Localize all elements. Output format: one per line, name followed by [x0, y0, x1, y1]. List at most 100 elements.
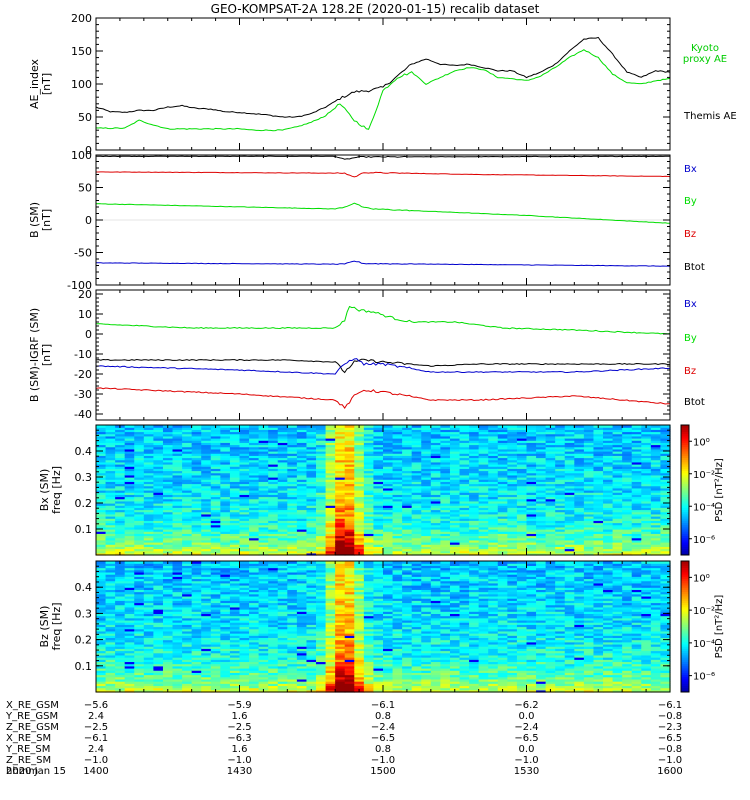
bz_psd-cell	[143, 602, 154, 606]
bx_psd-cell	[449, 520, 461, 524]
bz_psd-cell	[96, 593, 107, 597]
bx_psd-cell	[574, 526, 585, 530]
bz_psd-cell	[220, 661, 231, 665]
bx_psd-cell	[622, 520, 633, 524]
bx_psd-cell	[526, 542, 537, 545]
bx_psd-cell	[143, 533, 154, 537]
bx_psd-cell	[220, 548, 231, 552]
bx_psd-cell	[143, 448, 154, 452]
bx_psd-cell	[287, 516, 298, 519]
bx_psd-cell	[201, 526, 212, 530]
bx_psd-cell	[316, 438, 327, 441]
bx_psd-cell	[210, 438, 221, 441]
bx_psd-cell	[316, 544, 327, 547]
colorbar-tick-label: 10⁰	[693, 437, 710, 448]
bx_psd-cell	[574, 442, 585, 446]
bz_psd-cell	[124, 622, 135, 625]
bx_psd-cell	[115, 451, 126, 454]
bx_psd-cell	[258, 546, 269, 550]
bx_psd-cell	[660, 464, 671, 467]
bz_psd-cell	[124, 585, 135, 588]
bx_psd-cell	[660, 496, 671, 500]
bx_psd-cell	[430, 429, 441, 433]
bx_psd-cell	[545, 487, 556, 491]
bx_psd-cell	[516, 472, 528, 476]
bx_psd-cell	[612, 446, 623, 450]
bx_psd-cell	[497, 457, 508, 461]
bx_psd-cell	[296, 425, 308, 428]
bz_psd-cell	[162, 654, 174, 658]
bz_psd-cell	[124, 574, 135, 577]
bx_psd-cell	[603, 435, 614, 439]
bx_psd-cell	[516, 494, 528, 498]
bx_psd-cell	[459, 531, 470, 534]
bx_psd-cell	[631, 453, 642, 456]
bz_psd-cell	[182, 565, 193, 569]
bx_psd-cell	[411, 455, 422, 459]
bx_psd-cell	[488, 518, 499, 521]
bx_psd-cell	[115, 513, 126, 517]
bx_psd-cell	[287, 503, 298, 506]
colorbar-step	[681, 524, 689, 528]
bz_psd-cell	[143, 619, 154, 623]
bx_psd-cell	[641, 533, 652, 537]
bx_psd-cell	[622, 526, 633, 530]
bz_psd-cell	[182, 609, 193, 612]
bx_psd-cell	[402, 533, 413, 537]
bx_psd-cell	[268, 509, 279, 513]
bz_psd-cell	[124, 652, 135, 656]
bx_psd-cell	[650, 453, 662, 456]
bx_psd-cell	[392, 435, 403, 439]
bx_psd-cell	[622, 459, 633, 463]
bz_psd-cell	[96, 604, 107, 608]
bx_psd-cell	[182, 498, 193, 502]
bx_psd-cell	[296, 539, 308, 543]
bx_psd-cell	[440, 485, 451, 489]
bz_psd-cell	[105, 685, 116, 689]
bx_psd-cell	[536, 494, 547, 498]
bx_psd-cell	[96, 468, 107, 472]
bx_psd-cell	[373, 438, 384, 441]
bx_psd-cell	[650, 494, 662, 498]
bx_psd-cell	[440, 446, 451, 450]
bz_psd-cell	[162, 646, 174, 649]
bx_psd-cell	[660, 531, 671, 534]
bx_psd-cell	[555, 516, 566, 519]
bx_psd-cell	[239, 440, 250, 443]
bx_psd-cell	[478, 455, 489, 459]
bx_psd-cell	[564, 448, 575, 452]
bx_psd-cell	[631, 451, 642, 454]
bx_psd-cell	[526, 513, 537, 517]
bx_psd-cell	[143, 485, 154, 489]
bx_psd-cell	[325, 520, 336, 524]
bx_psd-cell	[201, 533, 212, 537]
bx_psd-cell	[583, 438, 595, 441]
bx_psd-cell	[430, 507, 441, 511]
bx_psd-cell	[440, 539, 451, 543]
bx_psd-cell	[421, 542, 432, 545]
bz_psd-cell	[210, 615, 221, 619]
bx_psd-cell	[134, 518, 145, 521]
b_sm-series-bx	[96, 260, 671, 267]
bx_psd-cell	[469, 490, 480, 493]
bx_psd-cell	[574, 435, 585, 439]
bx_psd-cell	[383, 537, 394, 541]
bx_psd-cell	[507, 522, 518, 526]
bx_psd-cell	[268, 500, 279, 504]
bz_psd-cell	[143, 622, 154, 625]
bx_psd-cell	[143, 429, 154, 433]
bx_psd-cell	[373, 539, 384, 543]
bx_psd-cell	[449, 490, 461, 493]
bx_psd-cell	[162, 455, 174, 459]
bx_psd-cell	[115, 440, 126, 443]
bx_psd-cell	[153, 520, 164, 524]
bx_psd-cell	[277, 481, 288, 485]
bz_psd-cell	[182, 672, 193, 676]
bz_psd-cell	[124, 563, 135, 566]
bx_psd-cell	[631, 490, 642, 493]
bx_psd-cell	[641, 496, 652, 500]
bx_psd-cell	[612, 531, 623, 534]
bx_psd-cell	[344, 485, 355, 489]
bx_psd-cell	[497, 440, 508, 443]
